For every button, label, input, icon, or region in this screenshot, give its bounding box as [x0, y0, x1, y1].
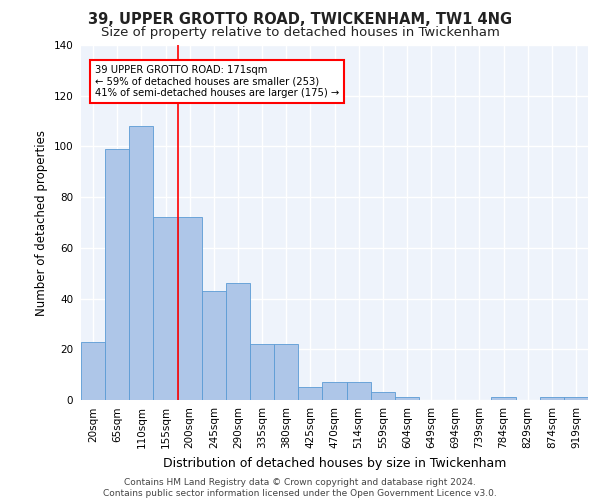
Bar [298, 388, 322, 400]
Y-axis label: Number of detached properties: Number of detached properties [35, 130, 48, 316]
Bar [540, 398, 564, 400]
Bar [274, 344, 298, 400]
Bar [154, 218, 178, 400]
Bar [81, 342, 105, 400]
Text: 39 UPPER GROTTO ROAD: 171sqm
← 59% of detached houses are smaller (253)
41% of s: 39 UPPER GROTTO ROAD: 171sqm ← 59% of de… [95, 66, 339, 98]
Bar [322, 382, 347, 400]
Bar [564, 398, 588, 400]
X-axis label: Distribution of detached houses by size in Twickenham: Distribution of detached houses by size … [163, 456, 506, 469]
Bar [226, 284, 250, 400]
Bar [347, 382, 371, 400]
Text: Size of property relative to detached houses in Twickenham: Size of property relative to detached ho… [101, 26, 499, 39]
Bar [371, 392, 395, 400]
Text: Contains HM Land Registry data © Crown copyright and database right 2024.
Contai: Contains HM Land Registry data © Crown c… [103, 478, 497, 498]
Bar [491, 398, 515, 400]
Bar [129, 126, 154, 400]
Bar [250, 344, 274, 400]
Bar [178, 218, 202, 400]
Bar [202, 291, 226, 400]
Text: 39, UPPER GROTTO ROAD, TWICKENHAM, TW1 4NG: 39, UPPER GROTTO ROAD, TWICKENHAM, TW1 4… [88, 12, 512, 28]
Bar [105, 149, 129, 400]
Bar [395, 398, 419, 400]
